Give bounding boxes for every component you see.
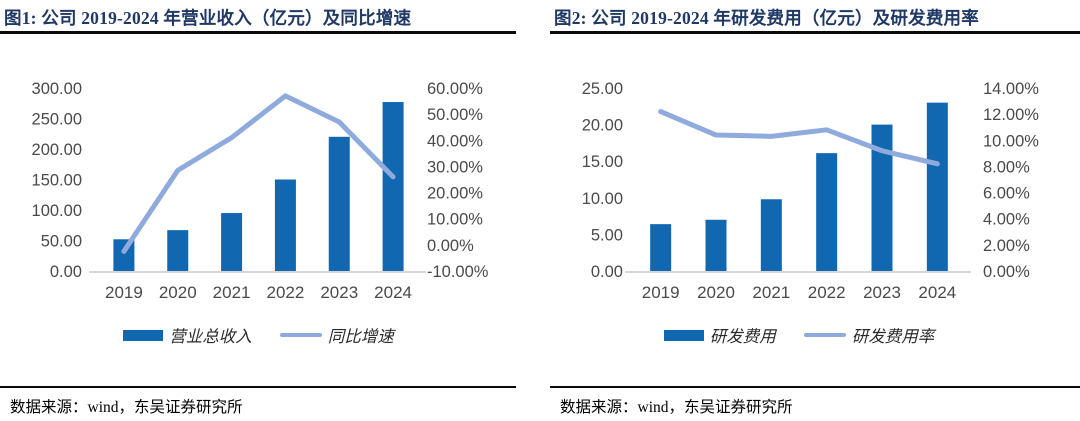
svg-text:50.00%: 50.00%	[427, 106, 483, 124]
figure1-title-rule	[0, 31, 516, 34]
line-series-swatch	[803, 332, 846, 338]
figure2-panel: 图2: 公司 2019-2024 年研发费用（亿元）及研发费用率 25.00 20…	[550, 0, 1080, 421]
figure2-title-rule	[550, 31, 1080, 34]
svg-text:2019: 2019	[642, 283, 680, 302]
legend-item-line: 研发费用率	[803, 323, 935, 347]
svg-text:20.00: 20.00	[582, 117, 623, 135]
svg-text:10.00%: 10.00%	[427, 211, 483, 229]
svg-text:10.00%: 10.00%	[983, 132, 1039, 150]
figure2-title: 图2: 公司 2019-2024 年研发费用（亿元）及研发费用率	[554, 8, 979, 28]
svg-text:2021: 2021	[213, 283, 251, 302]
legend-label: 营业总收入	[169, 327, 252, 346]
svg-text:2023: 2023	[320, 283, 358, 302]
svg-text:200.00: 200.00	[32, 141, 82, 159]
svg-text:40.00%: 40.00%	[427, 132, 483, 150]
svg-text:2021: 2021	[752, 283, 790, 302]
svg-text:250.00: 250.00	[32, 111, 82, 129]
line-series-swatch	[279, 332, 322, 338]
figure1-source: 数据来源：wind，东吴证券研究所	[10, 399, 243, 416]
figure2-source: 数据来源：wind，东吴证券研究所	[560, 399, 793, 416]
svg-text:60.00%: 60.00%	[427, 80, 483, 98]
figure1-legend: 营业总收入 同比增速	[97, 323, 420, 347]
rnd-expense-chart: 25.00 20.00 15.00 10.00 5.00 0.00 14.00% 12.00%…	[582, 80, 1040, 302]
legend-label: 同比增速	[327, 327, 394, 346]
svg-text:0.00%: 0.00%	[427, 237, 474, 255]
figure2-source-rule	[550, 386, 1080, 388]
svg-text:10.00: 10.00	[582, 190, 623, 208]
legend-item-line: 同比增速	[279, 323, 394, 347]
svg-text:2024: 2024	[918, 283, 956, 302]
svg-text:50.00: 50.00	[41, 233, 82, 251]
svg-text:2022: 2022	[808, 283, 846, 302]
svg-text:0.00: 0.00	[591, 263, 623, 281]
svg-text:2023: 2023	[863, 283, 901, 302]
svg-text:14.00%: 14.00%	[983, 80, 1039, 98]
svg-text:300.00: 300.00	[32, 80, 82, 98]
svg-text:2020: 2020	[159, 283, 197, 302]
bar-series-swatch	[663, 329, 704, 341]
svg-text:30.00%: 30.00%	[427, 158, 483, 176]
figure2-legend: 研发费用 研发费用率	[633, 323, 965, 347]
svg-text:12.00%: 12.00%	[983, 106, 1039, 124]
svg-text:20.00%: 20.00%	[427, 185, 483, 203]
svg-text:100.00: 100.00	[32, 202, 82, 220]
legend-item-bar: 营业总收入	[123, 323, 252, 347]
svg-text:5.00: 5.00	[591, 226, 623, 244]
bar-series-swatch	[123, 329, 164, 341]
svg-text:0.00: 0.00	[50, 263, 82, 281]
svg-text:4.00%: 4.00%	[983, 211, 1030, 229]
svg-text:2024: 2024	[374, 283, 412, 302]
svg-text:15.00: 15.00	[582, 153, 623, 171]
figure1-panel: 图1: 公司 2019-2024 年营业收入（亿元）及同比增速 300.00 25…	[0, 0, 516, 421]
revenue-growth-chart: 300.00 250.00 200.00 150.00 100.00 50.00 0.00 6…	[32, 80, 489, 302]
legend-item-bar: 研发费用	[663, 323, 776, 347]
figure1-source-rule	[0, 386, 516, 388]
svg-text:6.00%: 6.00%	[983, 185, 1030, 203]
svg-text:150.00: 150.00	[32, 172, 82, 190]
legend-label: 研发费用率	[851, 327, 935, 346]
svg-text:0.00%: 0.00%	[983, 263, 1030, 281]
svg-text:2019: 2019	[105, 283, 143, 302]
svg-text:8.00%: 8.00%	[983, 158, 1030, 176]
legend-label: 研发费用	[709, 327, 776, 346]
svg-text:2022: 2022	[267, 283, 305, 302]
figure1-title: 图1: 公司 2019-2024 年营业收入（亿元）及同比增速	[4, 8, 412, 28]
svg-text:25.00: 25.00	[582, 80, 623, 98]
svg-text:2020: 2020	[697, 283, 735, 302]
svg-text:2.00%: 2.00%	[983, 237, 1030, 255]
svg-text:-10.00%: -10.00%	[427, 263, 489, 281]
